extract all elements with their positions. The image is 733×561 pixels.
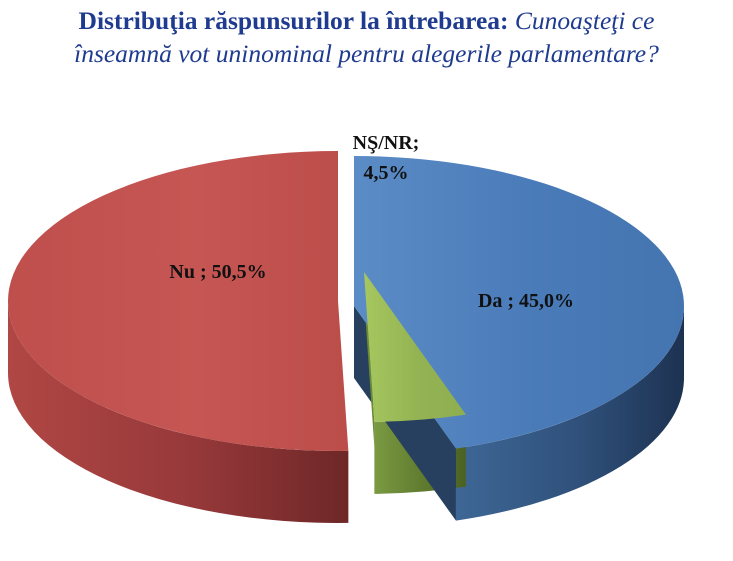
pie-slice-nu xyxy=(8,151,349,451)
chart-title-question-line1: Cunoaşteţi ce xyxy=(514,6,655,35)
slice-label-nsnr-name: NŞ/NR; xyxy=(353,132,420,154)
pie-labels: Da ; 45,0% NŞ/NR; 4,5% Nu ; 50,5% xyxy=(169,132,574,312)
slice-label-nsnr-value: 4,5% xyxy=(364,162,409,184)
pie-side-nu xyxy=(8,301,349,523)
chart-title-question-line2: înseamnă vot uninominal pentru alegerile… xyxy=(74,39,659,68)
pie-tops xyxy=(8,151,685,451)
chart-title: Distribuţia răspunsurilor la întrebarea:… xyxy=(0,4,733,70)
slice-label-da: Da ; 45,0% xyxy=(478,290,574,312)
pie-slice-nsnr xyxy=(364,272,466,422)
pie-side-da xyxy=(455,306,684,521)
chart-title-bold: Distribuţia răspunsurilor la întrebarea: xyxy=(78,6,509,35)
slice-label-nu: Nu ; 50,5% xyxy=(169,261,266,283)
